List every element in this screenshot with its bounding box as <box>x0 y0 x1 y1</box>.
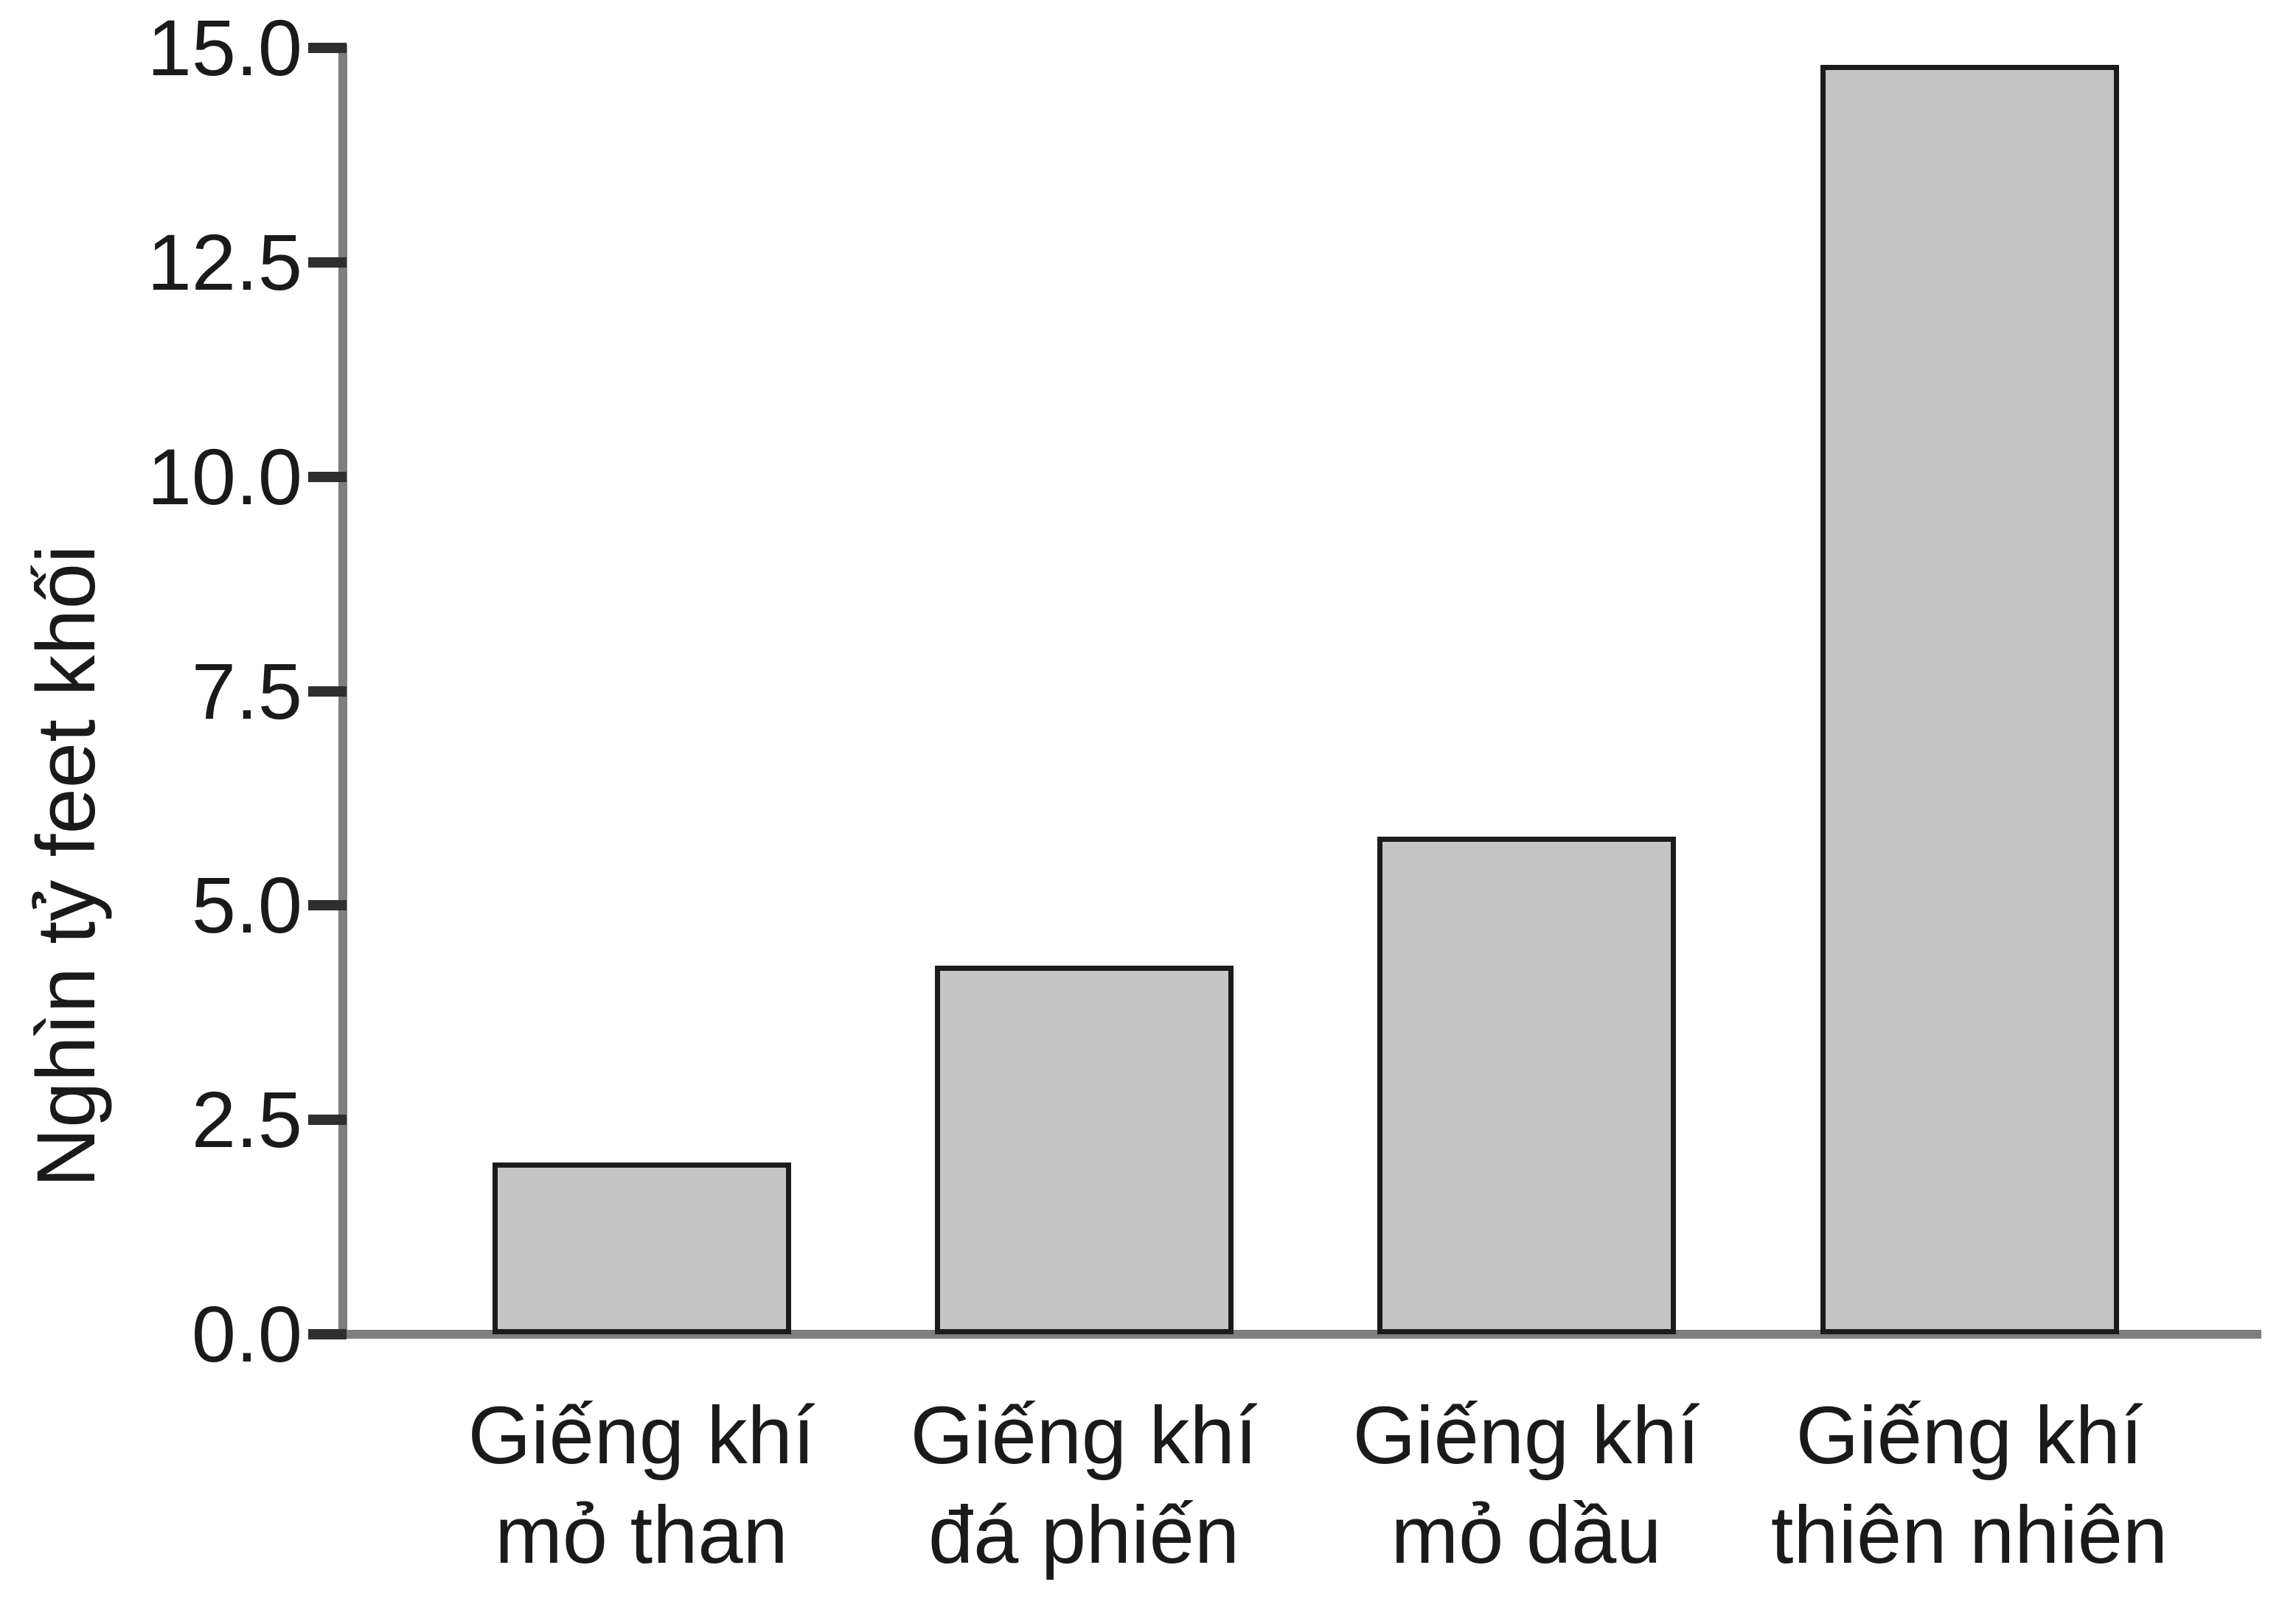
y-tick-label: 15.0 <box>147 3 302 92</box>
y-tick-mark <box>308 1329 347 1339</box>
y-tick-mark <box>308 900 347 911</box>
x-category-label-line: đá phiến <box>928 1490 1240 1581</box>
bar <box>492 1162 791 1334</box>
y-tick-label: 12.5 <box>147 217 302 307</box>
x-category-label-line: Giếng khí <box>910 1390 1258 1481</box>
y-tick-label: 0.0 <box>191 1289 302 1378</box>
x-category-label: Giếng khí mỏ than <box>383 1386 900 1586</box>
x-category-label: Giếng khí mỏ dầu <box>1268 1386 1784 1586</box>
x-category-label-line: Giếng khí <box>467 1390 815 1481</box>
y-tick-mark <box>308 43 347 53</box>
bar <box>1820 65 2119 1334</box>
x-category-label-line: Giếng khí <box>1795 1390 2143 1481</box>
y-tick-mark <box>308 471 347 482</box>
bar <box>934 965 1234 1334</box>
y-tick-mark <box>308 257 347 268</box>
y-tick-mark <box>308 686 347 697</box>
y-tick-label: 10.0 <box>147 431 302 521</box>
x-category-label-line: thiên nhiên <box>1770 1490 2168 1581</box>
y-tick-mark <box>308 1115 347 1126</box>
x-axis-line <box>338 1330 2261 1339</box>
x-category-label: Giếng khí thiên nhiên <box>1711 1386 2227 1586</box>
x-category-label-line: mỏ dầu <box>1391 1490 1662 1581</box>
y-tick-label: 2.5 <box>191 1075 302 1165</box>
x-category-label: Giếng khí đá phiến <box>826 1386 1342 1586</box>
y-tick-label: 7.5 <box>191 646 302 736</box>
x-category-label-line: mỏ than <box>495 1490 788 1581</box>
x-category-label-line: Giếng khí <box>1352 1390 1700 1481</box>
y-tick-label: 5.0 <box>191 860 302 950</box>
bar <box>1377 837 1676 1334</box>
